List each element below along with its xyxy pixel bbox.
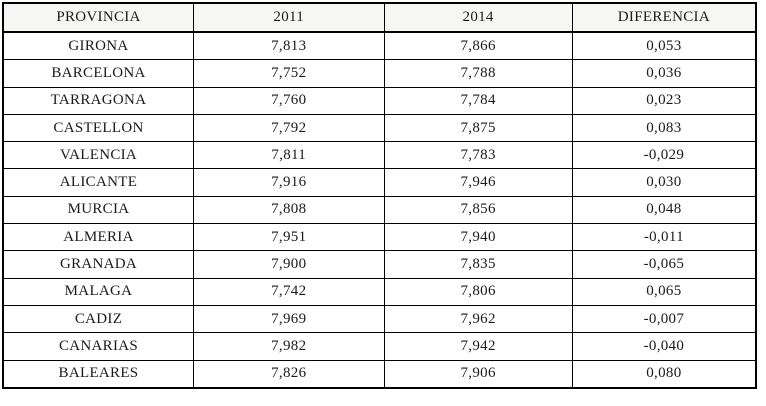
value-cell: 7,951 xyxy=(193,223,385,252)
province-cell: ALICANTE xyxy=(2,168,194,197)
value-cell: 7,792 xyxy=(193,113,385,143)
table-row: VALENCIA 7,811 7,783 -0,029 xyxy=(2,141,757,170)
value-cell: -0,029 xyxy=(571,141,757,170)
table-row: GIRONA 7,813 7,866 0,053 xyxy=(2,31,757,61)
column-header: DIFERENCIA xyxy=(571,2,757,33)
province-cell: MURCIA xyxy=(2,195,194,225)
province-cell: GRANADA xyxy=(2,250,194,279)
table-row: ALMERIA 7,951 7,940 -0,011 xyxy=(2,223,757,252)
table-row: MALAGA 7,742 7,806 0,065 xyxy=(2,277,757,306)
value-cell: 7,813 xyxy=(193,31,385,61)
value-cell: 7,856 xyxy=(383,195,573,225)
table-header-row: PROVINCIA 2011 2014 DIFERENCIA xyxy=(2,2,757,33)
value-cell: 0,080 xyxy=(571,359,757,389)
value-cell: 0,023 xyxy=(571,86,757,115)
value-cell: 7,783 xyxy=(383,141,573,170)
value-cell: 7,808 xyxy=(193,195,385,225)
value-cell: 7,916 xyxy=(193,168,385,197)
column-header: PROVINCIA xyxy=(2,2,194,33)
value-cell: 7,969 xyxy=(193,304,385,334)
value-cell: 7,946 xyxy=(383,168,573,197)
province-cell: MALAGA xyxy=(2,277,194,306)
table-row: CANARIAS 7,982 7,942 -0,040 xyxy=(2,332,757,361)
table-row: TARRAGONA 7,760 7,784 0,023 xyxy=(2,86,757,115)
value-cell: 7,760 xyxy=(193,86,385,115)
province-cell: BALEARES xyxy=(2,359,194,389)
value-cell: 7,742 xyxy=(193,277,385,306)
value-cell: 7,906 xyxy=(383,359,573,389)
province-cell: CASTELLON xyxy=(2,113,194,143)
value-cell: 7,982 xyxy=(193,332,385,361)
value-cell: 0,030 xyxy=(571,168,757,197)
table-row: CASTELLON 7,792 7,875 0,083 xyxy=(2,113,757,143)
value-cell: 7,962 xyxy=(383,304,573,334)
table-row: MURCIA 7,808 7,856 0,048 xyxy=(2,195,757,225)
value-cell: 7,826 xyxy=(193,359,385,389)
column-header: 2014 xyxy=(383,2,573,33)
value-cell: 7,940 xyxy=(383,223,573,252)
table-body: GIRONA 7,813 7,866 0,053 BARCELONA 7,752 7,788… xyxy=(2,31,757,389)
table-row: GRANADA 7,900 7,835 -0,065 xyxy=(2,250,757,279)
value-cell: -0,007 xyxy=(571,304,757,334)
column-header: 2011 xyxy=(193,2,385,33)
value-cell: 7,806 xyxy=(383,277,573,306)
province-cell: TARRAGONA xyxy=(2,86,194,115)
table-row: BARCELONA 7,752 7,788 0,036 xyxy=(2,59,757,88)
provinces-table-container: PROVINCIA 2011 2014 DIFERENCIA GIRONA 7,813 7… xyxy=(2,2,757,389)
province-cell: ALMERIA xyxy=(2,223,194,252)
value-cell: -0,040 xyxy=(571,332,757,361)
value-cell: 7,752 xyxy=(193,59,385,88)
province-cell: GIRONA xyxy=(2,31,194,61)
provinces-comparison-table: PROVINCIA 2011 2014 DIFERENCIA GIRONA 7,813 7… xyxy=(2,2,757,389)
value-cell: -0,065 xyxy=(571,250,757,279)
table-row: CADIZ 7,969 7,962 -0,007 xyxy=(2,304,757,334)
value-cell: 7,788 xyxy=(383,59,573,88)
value-cell: 0,036 xyxy=(571,59,757,88)
value-cell: 0,065 xyxy=(571,277,757,306)
value-cell: 7,900 xyxy=(193,250,385,279)
province-cell: CADIZ xyxy=(2,304,194,334)
value-cell: -0,011 xyxy=(571,223,757,252)
province-cell: BARCELONA xyxy=(2,59,194,88)
value-cell: 0,048 xyxy=(571,195,757,225)
table-row: ALICANTE 7,916 7,946 0,030 xyxy=(2,168,757,197)
table-row: BALEARES 7,826 7,906 0,080 xyxy=(2,359,757,389)
value-cell: 7,784 xyxy=(383,86,573,115)
value-cell: 7,866 xyxy=(383,31,573,61)
value-cell: 7,875 xyxy=(383,113,573,143)
value-cell: 7,942 xyxy=(383,332,573,361)
value-cell: 7,811 xyxy=(193,141,385,170)
table-header: PROVINCIA 2011 2014 DIFERENCIA xyxy=(2,2,757,33)
value-cell: 0,083 xyxy=(571,113,757,143)
province-cell: VALENCIA xyxy=(2,141,194,170)
value-cell: 0,053 xyxy=(571,31,757,61)
value-cell: 7,835 xyxy=(383,250,573,279)
province-cell: CANARIAS xyxy=(2,332,194,361)
